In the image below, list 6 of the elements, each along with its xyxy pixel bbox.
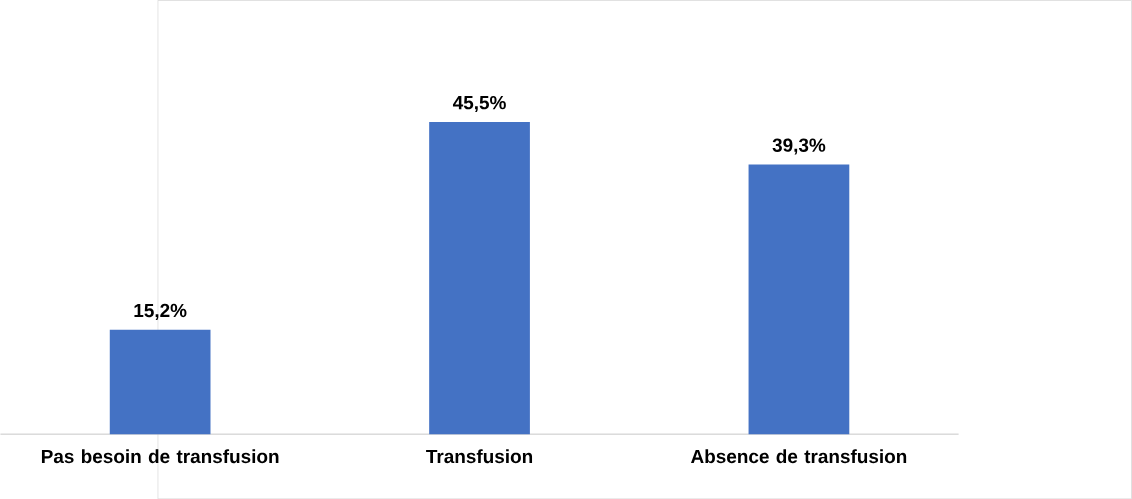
x-tick-label: Pas besoin de transfusion: [41, 449, 279, 463]
x-tick-label: Absence de transfusion: [690, 449, 907, 463]
data-label: 45,5%: [452, 95, 506, 112]
data-label: 15,2%: [134, 303, 187, 320]
x-tick-label: Transfusion: [426, 449, 533, 463]
data-label: 39,3%: [772, 138, 826, 155]
